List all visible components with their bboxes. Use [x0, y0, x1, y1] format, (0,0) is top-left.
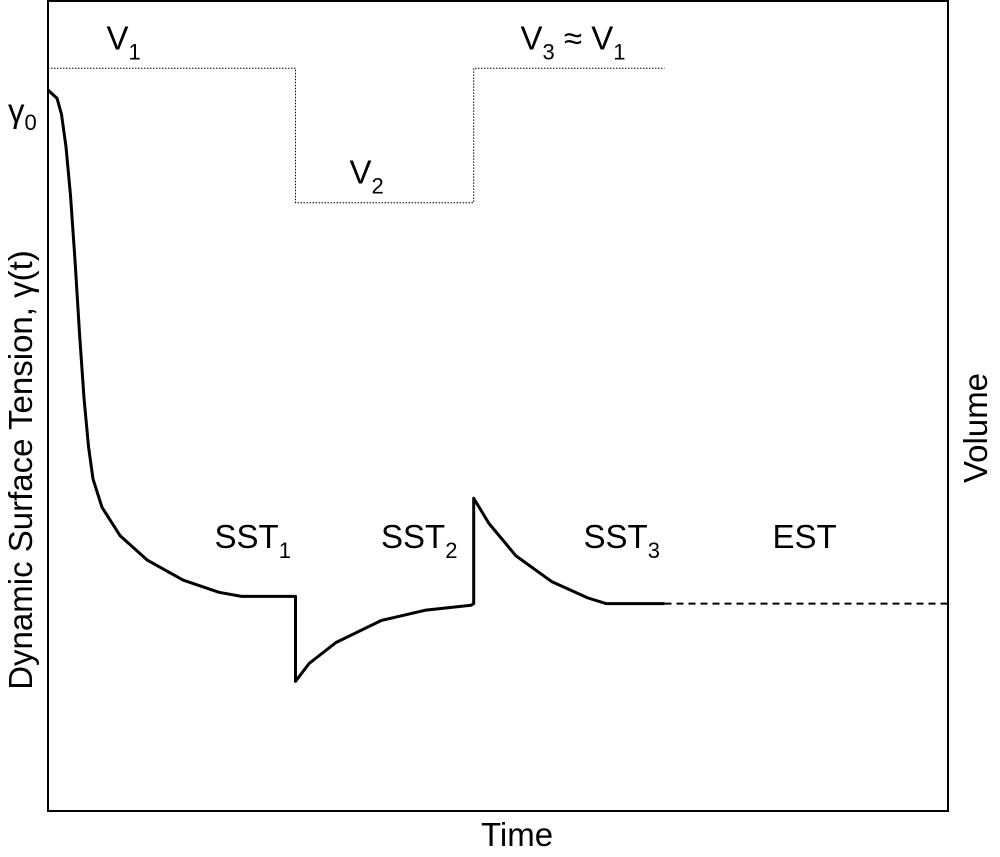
- annotation-sst2: SST2: [381, 518, 457, 563]
- annotation-est: EST: [773, 518, 837, 555]
- annotation-v3: V3 ≈ V1: [521, 20, 626, 65]
- annotation-layer: V1 V2 V3 ≈ V1 SST1 SST2 SST3 EST: [107, 20, 837, 563]
- annotation-v2: V2: [350, 153, 384, 198]
- series-layer: [46, 67, 948, 683]
- annotation-v1: V1: [107, 20, 141, 65]
- series-line-t-0: [46, 88, 665, 683]
- plot-frame: [47, 0, 949, 812]
- y0-label: γ0: [8, 92, 37, 135]
- series-line-volume-2: [48, 67, 665, 204]
- annotation-sst1: SST1: [215, 518, 291, 563]
- y-axis-label: Dynamic Surface Tension, γ(t): [2, 250, 39, 690]
- y-axis-label-right: Volume: [957, 373, 994, 483]
- annotation-sst3: SST3: [584, 518, 660, 563]
- x-axis-label: Time: [481, 816, 553, 853]
